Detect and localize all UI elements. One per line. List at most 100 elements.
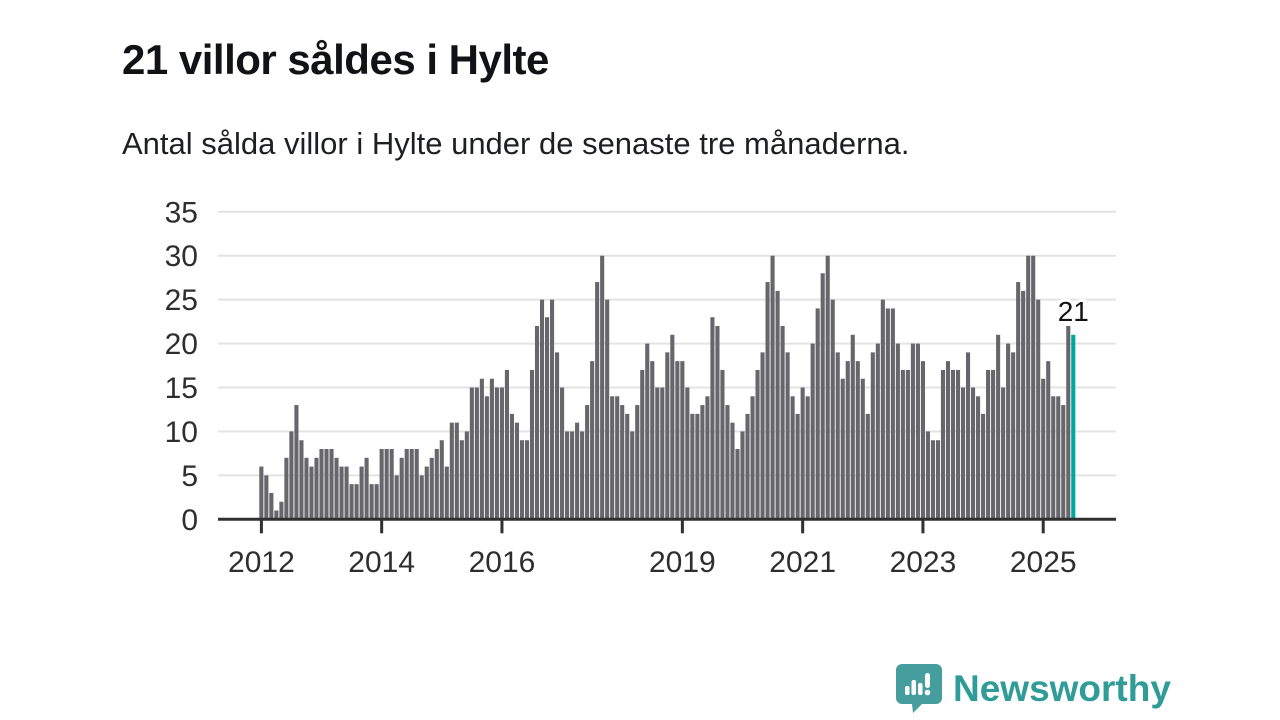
bar-2014-12 <box>434 449 439 520</box>
bar-2018-09 <box>660 387 665 520</box>
bar-2014-02 <box>384 449 389 520</box>
bar-2023-10 <box>965 352 971 520</box>
bar-2016-08 <box>534 326 540 520</box>
bar-2014-01 <box>379 449 384 520</box>
bar-2020-11 <box>790 396 795 520</box>
bar-2022-11 <box>910 343 915 520</box>
bar-2013-09 <box>359 466 364 520</box>
bar-2024-01 <box>981 413 986 520</box>
bar-2018-12 <box>675 361 680 520</box>
bar-2025-02 <box>1046 361 1051 520</box>
bar-2024-12 <box>1036 299 1041 520</box>
bar-2012-07 <box>289 431 294 520</box>
latest-value-annotation: 21 <box>1058 296 1089 327</box>
bar-2022-03 <box>870 352 875 520</box>
bar-2024-11 <box>1031 255 1036 520</box>
y-axis-label-30: 30 <box>165 240 198 273</box>
bar-2023-12 <box>976 396 981 520</box>
bar-2012-06 <box>284 457 289 520</box>
bar-2016-06 <box>524 440 530 520</box>
bar-2016-10 <box>544 317 550 520</box>
bar-2016-03 <box>509 413 514 520</box>
bar-2019-09 <box>720 369 725 520</box>
bar-2017-05 <box>580 431 585 520</box>
bar-2014-03 <box>389 449 394 520</box>
bar-2013-06 <box>344 466 349 520</box>
bar-2020-04 <box>755 369 760 520</box>
bar-2023-07 <box>950 369 956 520</box>
bar-2012-12 <box>314 457 319 520</box>
bar-2015-04 <box>454 422 459 520</box>
bar-2023-02 <box>925 431 930 520</box>
bar-2012-01 <box>259 466 264 520</box>
bar-2014-07 <box>409 449 414 520</box>
bar-2019-11 <box>730 422 735 520</box>
bar-2016-04 <box>514 422 520 520</box>
bar-2019-04 <box>695 413 700 520</box>
bar-2021-12 <box>855 361 860 520</box>
bar-2014-04 <box>394 475 399 520</box>
bar-2020-02 <box>745 413 750 520</box>
bar-2019-07 <box>710 317 715 520</box>
bar-2017-10 <box>605 299 610 520</box>
y-axis-label-5: 5 <box>181 460 198 493</box>
bar-2014-05 <box>399 457 404 520</box>
bar-2025-01 <box>1041 378 1046 520</box>
bar-2012-09 <box>299 440 304 520</box>
bar-2022-01 <box>860 378 865 520</box>
bar-2019-06 <box>705 396 710 520</box>
bar-2014-10 <box>424 466 429 520</box>
x-axis-label-2021: 2021 <box>769 546 836 579</box>
bar-2020-12 <box>795 413 800 520</box>
bar-2022-09 <box>900 369 905 520</box>
bar-2025-05 <box>1061 405 1066 520</box>
bar-2013-11 <box>369 484 374 520</box>
bar-2017-12 <box>615 396 620 520</box>
bar-2014-09 <box>419 475 424 520</box>
bar-2021-01 <box>800 387 805 520</box>
bar-2018-05 <box>640 369 645 520</box>
bar-2015-08 <box>474 387 479 520</box>
bar-2015-03 <box>449 422 454 520</box>
page-title: 21 villor såldes i Hylte <box>122 36 549 84</box>
bar-2017-06 <box>585 405 590 520</box>
bar-2014-11 <box>429 457 434 520</box>
bar-2025-04 <box>1056 396 1061 520</box>
newsworthy-logo-icon <box>896 664 942 713</box>
bar-2013-02 <box>324 449 329 520</box>
bar-2018-10 <box>665 352 670 520</box>
bar-2016-01 <box>499 387 504 520</box>
bar-2024-09 <box>1021 290 1026 520</box>
chart-subtitle: Antal sålda villor i Hylte under de sena… <box>122 126 910 161</box>
bar-2020-01 <box>740 431 745 520</box>
newsworthy-logo-text: Newsworthy <box>953 667 1171 709</box>
bar-2019-01 <box>680 361 685 520</box>
bar-2014-06 <box>404 449 409 520</box>
bar-2016-02 <box>504 369 509 520</box>
bar-2021-05 <box>820 273 825 520</box>
bar-2021-09 <box>840 378 845 520</box>
bar-2022-12 <box>915 343 920 520</box>
bar-2012-08 <box>294 405 299 520</box>
bar-2020-05 <box>760 352 765 520</box>
bar-2019-08 <box>715 326 720 520</box>
bar-2018-02 <box>625 413 630 520</box>
bar-2020-03 <box>750 396 755 520</box>
bar-2018-08 <box>655 387 660 520</box>
bar-2022-04 <box>875 343 880 520</box>
bar-2020-07 <box>770 255 775 520</box>
bar-2024-04 <box>996 334 1001 520</box>
bar-2012-04 <box>274 510 279 520</box>
x-axis-label-2016: 2016 <box>469 546 536 579</box>
bar-2017-08 <box>595 282 600 520</box>
bar-2017-02 <box>565 431 570 520</box>
bar-2024-06 <box>1006 343 1011 520</box>
bar-2021-04 <box>815 308 820 520</box>
bar-2013-07 <box>349 484 354 520</box>
bar-2016-12 <box>555 352 560 520</box>
bar-2022-02 <box>865 413 870 520</box>
bar-2021-11 <box>850 334 855 520</box>
bar-2016-07 <box>529 369 535 520</box>
newsworthy-branding: Newsworthy <box>896 664 1171 713</box>
